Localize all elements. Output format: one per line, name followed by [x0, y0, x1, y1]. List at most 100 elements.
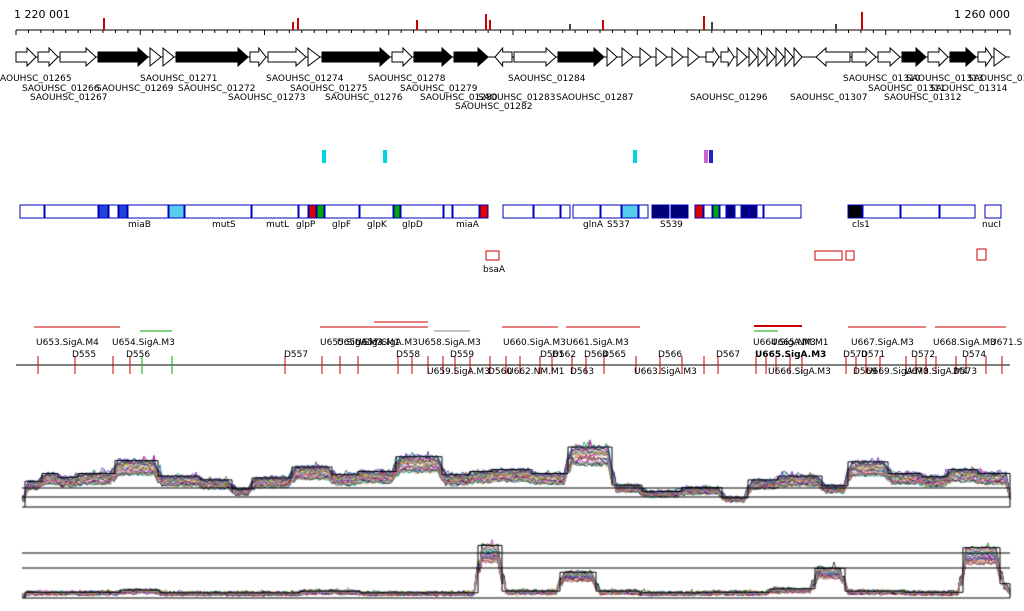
gene-arrow[interactable]	[621, 46, 634, 68]
feature-box[interactable]	[316, 204, 325, 219]
feature-box[interactable]	[308, 204, 317, 219]
feature-box[interactable]	[393, 204, 401, 219]
tss-label: U668.SigA.M3	[933, 338, 996, 348]
expression-plot-forward[interactable]	[0, 432, 1024, 532]
feature-box[interactable]	[400, 204, 444, 219]
gene-arrow[interactable]	[639, 46, 652, 68]
feature-label: mutL	[266, 220, 290, 230]
gene-arrow[interactable]	[321, 46, 391, 68]
feature-box[interactable]	[741, 204, 750, 219]
gene-arrow[interactable]	[815, 46, 851, 68]
feature-box[interactable]	[726, 204, 735, 219]
gene-arrow[interactable]	[901, 46, 927, 68]
gene-arrow[interactable]	[453, 46, 489, 68]
gene-arrow[interactable]	[175, 46, 249, 68]
feature-box[interactable]	[127, 204, 169, 219]
gene-arrow[interactable]	[15, 46, 37, 68]
feature-box[interactable]	[251, 204, 299, 219]
gene-arrow[interactable]	[494, 46, 513, 68]
gene-label: SAOUHSC_01314	[930, 84, 1008, 94]
feature-box[interactable]	[600, 204, 622, 219]
feature-box[interactable]	[443, 204, 453, 219]
gene-arrow[interactable]	[513, 46, 557, 68]
tss-label: U660.SigA.M3	[503, 338, 566, 348]
tss-label: U659.SigA.M3	[427, 367, 490, 377]
feature-box[interactable]	[756, 204, 764, 219]
annotation-box[interactable]	[976, 248, 987, 261]
expression-plot-reverse[interactable]	[0, 535, 1024, 611]
feature-box[interactable]	[621, 204, 639, 219]
feature-box[interactable]	[108, 204, 119, 219]
tss-label: D573	[953, 367, 978, 377]
gene-arrow[interactable]	[557, 46, 605, 68]
feature-box[interactable]	[298, 204, 309, 219]
gene-arrow[interactable]	[606, 46, 618, 68]
feature-box[interactable]	[651, 204, 670, 219]
gene-arrow[interactable]	[851, 46, 877, 68]
feature-box[interactable]	[560, 204, 571, 219]
gene-arrow[interactable]	[793, 46, 803, 68]
feature-box[interactable]	[847, 204, 863, 219]
gene-arrow[interactable]	[949, 46, 977, 68]
feature-box[interactable]	[638, 204, 649, 219]
feature-box[interactable]	[572, 204, 601, 219]
feature-box[interactable]	[479, 204, 489, 219]
gene-arrow[interactable]	[736, 46, 748, 68]
gene-arrow[interactable]	[766, 46, 776, 68]
gene-arrow[interactable]	[687, 46, 700, 68]
gene-arrow[interactable]	[149, 46, 162, 68]
annotation-box[interactable]	[814, 250, 843, 261]
gene-arrow[interactable]	[671, 46, 684, 68]
annotation-box[interactable]	[485, 250, 500, 261]
gene-arrow[interactable]	[413, 46, 453, 68]
feature-box[interactable]	[900, 204, 940, 219]
feature-box[interactable]	[670, 204, 689, 219]
gene-arrow[interactable]	[775, 46, 785, 68]
tss-label: U663.SigA.M3	[634, 367, 697, 377]
gene-arrow[interactable]	[748, 46, 758, 68]
gene-arrow[interactable]	[784, 46, 794, 68]
gene-label: SAOUHSC_01312	[884, 93, 962, 103]
gene-label: SAOUHSC_01280	[420, 93, 498, 103]
gene-arrow[interactable]	[307, 47, 321, 67]
gene-arrow[interactable]	[97, 46, 149, 68]
feature-box[interactable]	[19, 204, 45, 219]
feature-box[interactable]	[694, 204, 704, 219]
gene-arrow[interactable]	[705, 46, 720, 68]
gene-arrow[interactable]	[162, 46, 175, 68]
feature-box[interactable]	[862, 204, 901, 219]
feature-box[interactable]	[703, 204, 713, 219]
gene-arrow[interactable]	[391, 46, 413, 68]
feature-box[interactable]	[98, 204, 109, 219]
gene-arrow[interactable]	[877, 46, 901, 68]
tss-label: D562	[552, 350, 577, 360]
gene-arrow[interactable]	[37, 46, 59, 68]
gene-arrow[interactable]	[720, 46, 735, 68]
feature-box[interactable]	[763, 204, 802, 219]
feature-box[interactable]	[749, 204, 757, 219]
feature-box[interactable]	[712, 204, 720, 219]
feature-box[interactable]	[719, 204, 727, 219]
feature-box[interactable]	[359, 204, 394, 219]
gene-arrow[interactable]	[267, 46, 307, 68]
gene-arrow[interactable]	[655, 46, 668, 68]
feature-box[interactable]	[118, 204, 128, 219]
gene-arrow[interactable]	[977, 46, 993, 68]
feature-box[interactable]	[324, 204, 360, 219]
feature-box[interactable]	[452, 204, 480, 219]
feature-box[interactable]	[533, 204, 561, 219]
feature-box[interactable]	[939, 204, 976, 219]
feature-box[interactable]	[44, 204, 99, 219]
annotation-box[interactable]	[845, 250, 855, 261]
feature-box[interactable]	[502, 204, 534, 219]
feature-box[interactable]	[734, 204, 742, 219]
feature-box[interactable]	[184, 204, 252, 219]
gene-arrow[interactable]	[993, 47, 1007, 67]
feature-box[interactable]	[984, 204, 1002, 219]
gene-arrow[interactable]	[757, 46, 767, 68]
gene-arrow[interactable]	[249, 46, 267, 68]
gene-arrow[interactable]	[927, 46, 949, 68]
feature-box[interactable]	[168, 204, 185, 219]
gene-arrow[interactable]	[59, 46, 97, 68]
feature-label: nucI	[982, 220, 1002, 230]
